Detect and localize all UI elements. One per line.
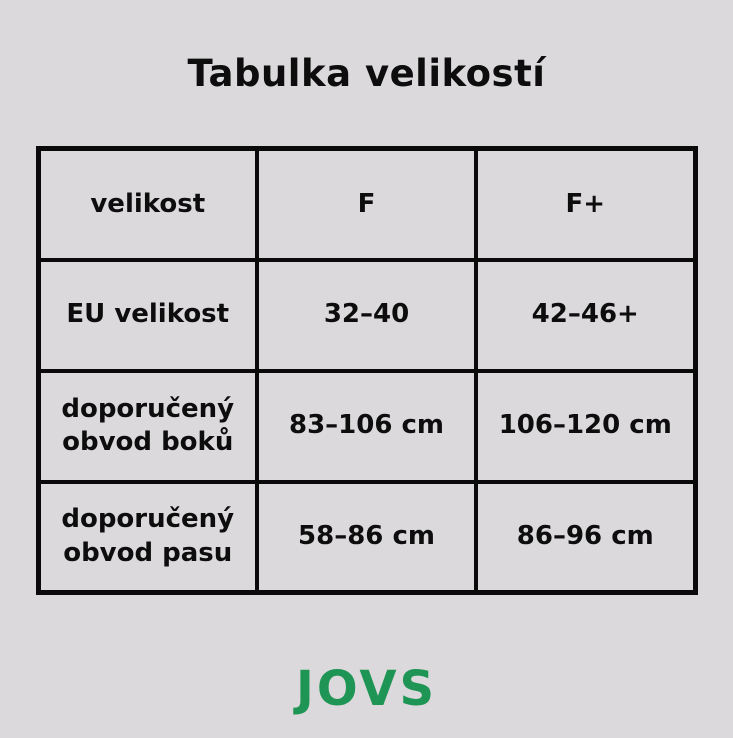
cell-eu-size-f-plus: 42–46+ <box>474 257 697 373</box>
page-title: Tabulka velikostí <box>187 52 546 95</box>
row-label-waist-circumference: doporučený obvod pasu <box>36 479 259 595</box>
header-cell-size-f-plus: F+ <box>474 146 697 262</box>
cell-hip-circumference-f-plus: 106–120 cm <box>474 368 697 484</box>
header-cell-size-f: F <box>255 146 478 262</box>
header-cell-velikost: velikost <box>36 146 259 262</box>
cell-waist-circumference-f-plus: 86–96 cm <box>474 479 697 595</box>
table-row-hip-circumference: doporučený obvod boků 83–106 cm 106–120 … <box>36 368 697 484</box>
cell-eu-size-f: 32–40 <box>255 257 478 373</box>
cell-waist-circumference-f: 58–86 cm <box>255 479 478 595</box>
size-table: velikost F F+ EU velikost 32–40 42–46+ d… <box>35 146 698 596</box>
row-label-hip-circumference: doporučený obvod boků <box>36 368 259 484</box>
table-header-row: velikost F F+ <box>36 146 697 262</box>
cell-hip-circumference-f: 83–106 cm <box>255 368 478 484</box>
table-row-eu-size: EU velikost 32–40 42–46+ <box>36 257 697 373</box>
row-label-eu-size: EU velikost <box>36 257 259 373</box>
brand-logo: JOVS <box>295 661 438 718</box>
table-row-waist-circumference: doporučený obvod pasu 58–86 cm 86–96 cm <box>36 479 697 595</box>
